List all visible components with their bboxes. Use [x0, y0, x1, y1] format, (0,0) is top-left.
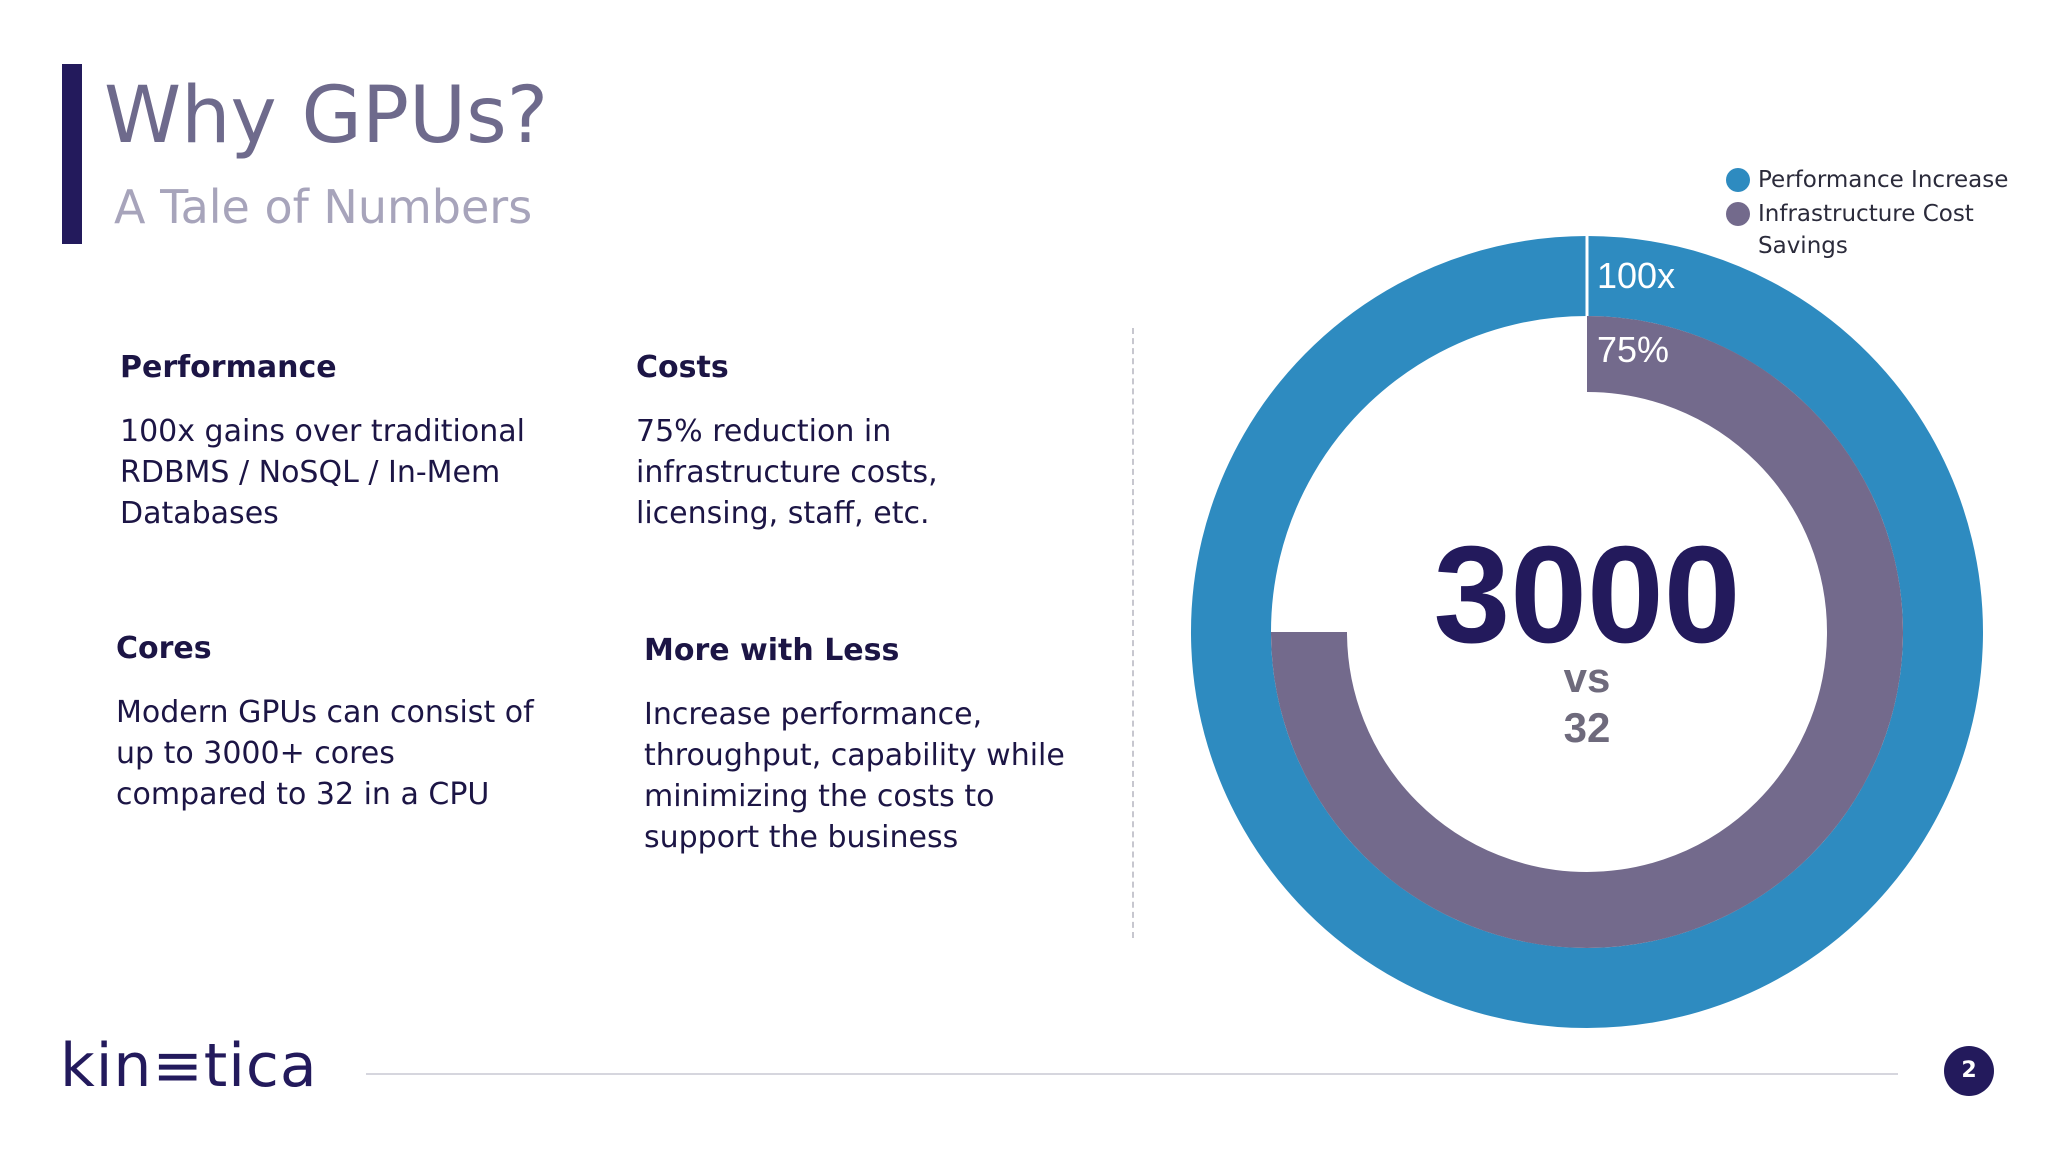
legend-item-cost-savings: Infrastructure Cost Savings [1726, 198, 2018, 262]
performance-heading: Performance [120, 350, 337, 385]
cores-heading: Cores [116, 631, 212, 666]
legend-swatch-cost-savings [1726, 202, 1750, 226]
more-with-less-heading: More with Less [644, 633, 900, 668]
performance-body: 100x gains over traditional RDBMS / NoSQ… [120, 414, 525, 531]
legend-item-performance: Performance Increase [1726, 164, 2018, 196]
more-with-less-body: Increase performance, throughput, capabi… [644, 697, 1065, 855]
kinetica-logo: kin≡tica [60, 1031, 318, 1101]
page-number-badge: 2 [1944, 1046, 1994, 1096]
legend-label-cost-savings: Infrastructure Cost Savings [1758, 201, 1974, 259]
vertical-divider [1132, 328, 1134, 938]
outer-ring-label: 100x [1597, 255, 1675, 296]
slide-title: Why GPUs? [104, 71, 549, 161]
chart-legend: Performance Increase Infrastructure Cost… [1726, 164, 2018, 262]
footer-divider [366, 1073, 1898, 1075]
inner-ring-label: 75% [1597, 329, 1669, 370]
legend-label-performance: Performance Increase [1758, 167, 2009, 193]
center-small-number: 32 [1564, 704, 1611, 751]
legend-swatch-performance [1726, 168, 1750, 192]
performance-block: Performance 100x gains over traditional … [120, 350, 600, 534]
costs-body: 75% reduction in infrastructure costs, l… [636, 414, 938, 531]
costs-heading: Costs [636, 350, 729, 385]
outer-ring-performance [1191, 236, 1983, 1028]
costs-block: Costs 75% reduction in infrastructure co… [636, 350, 1076, 534]
center-big-number: 3000 [1434, 518, 1741, 672]
more-with-less-block: More with Less Increase performance, thr… [644, 633, 1084, 858]
center-vs-text: vs [1564, 654, 1611, 701]
cores-body: Modern GPUs can consist of up to 3000+ c… [116, 695, 534, 812]
cores-block: Cores Modern GPUs can consist of up to 3… [116, 631, 546, 815]
slide-subtitle: A Tale of Numbers [114, 180, 533, 234]
title-accent-bar [62, 64, 82, 244]
inner-ring-cost-savings [1271, 316, 1903, 948]
